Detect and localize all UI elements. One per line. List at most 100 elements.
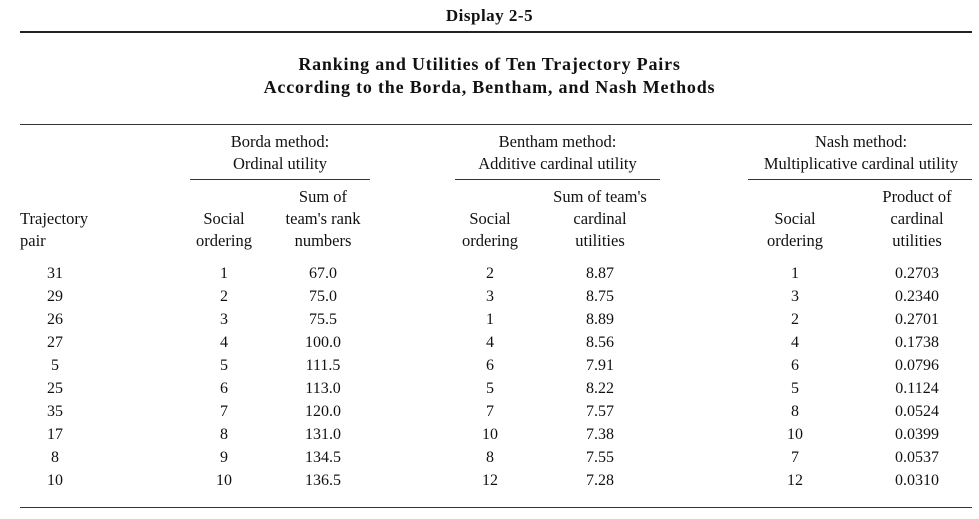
cell-bentham-sum: 7.57 xyxy=(586,403,614,420)
cell-borda-sum: 131.0 xyxy=(305,426,341,443)
cell-pair: 25 xyxy=(47,380,63,397)
table-row: 35 7 120.0 7 7.57 8 0.0524 xyxy=(0,400,979,423)
cell-nash-order: 6 xyxy=(791,357,799,374)
col-header-nash-product: Product of cardinal utilities xyxy=(862,186,972,252)
nash-group-line1: Nash method: xyxy=(814,132,908,151)
table-row: 17 8 131.0 10 7.38 10 0.0399 xyxy=(0,423,979,446)
cell-borda-order: 7 xyxy=(220,403,228,420)
table-row: 10 10 136.5 12 7.28 12 0.0310 xyxy=(0,469,979,492)
cell-bentham-order: 3 xyxy=(486,288,494,305)
col-header-bentham-sum-line2: cardinal xyxy=(573,209,627,228)
cell-nash-order: 10 xyxy=(787,426,803,443)
cell-borda-order: 9 xyxy=(220,449,228,466)
cell-nash-order: 5 xyxy=(791,380,799,397)
cell-nash-order: 8 xyxy=(791,403,799,420)
col-header-pair-line2: pair xyxy=(20,231,46,250)
cell-nash-prod: 0.1124 xyxy=(895,380,939,397)
col-header-nash-ordering-line2: ordering xyxy=(767,231,823,250)
cell-bentham-order: 1 xyxy=(486,311,494,328)
cell-borda-sum: 136.5 xyxy=(305,472,341,489)
borda-group-line2: Ordinal utility xyxy=(233,154,327,173)
cell-borda-order: 4 xyxy=(220,334,228,351)
cell-nash-prod: 0.0524 xyxy=(895,403,939,420)
borda-group-header: Borda method: Ordinal utility xyxy=(190,131,370,175)
table-row: 31 1 67.0 2 8.87 1 0.2703 xyxy=(0,262,979,285)
cell-bentham-sum: 7.28 xyxy=(586,472,614,489)
cell-borda-sum: 67.0 xyxy=(309,265,337,282)
cell-bentham-sum: 8.22 xyxy=(586,380,614,397)
cell-bentham-order: 4 xyxy=(486,334,494,351)
borda-group-underline xyxy=(190,179,370,180)
col-header-bentham-sum-line1: Sum of team's xyxy=(553,187,647,206)
cell-pair: 35 xyxy=(47,403,63,420)
bottom-rule xyxy=(20,507,972,508)
col-header-bentham-ordering: Social ordering xyxy=(448,208,532,252)
bentham-group-line2: Additive cardinal utility xyxy=(478,154,637,173)
cell-borda-order: 10 xyxy=(216,472,232,489)
col-header-trajectory-pair: Trajectory pair xyxy=(20,208,130,252)
cell-nash-prod: 0.1738 xyxy=(895,334,939,351)
cell-borda-sum: 113.0 xyxy=(305,380,341,397)
cell-pair: 8 xyxy=(51,449,59,466)
borda-group-line1: Borda method: xyxy=(230,132,330,151)
cell-bentham-order: 6 xyxy=(486,357,494,374)
col-header-borda-sum-line1: Sum of xyxy=(298,187,348,206)
cell-nash-prod: 0.0796 xyxy=(895,357,939,374)
cell-bentham-sum: 8.89 xyxy=(586,311,614,328)
col-header-borda-ordering-line1: Social xyxy=(203,209,245,228)
cell-borda-sum: 111.5 xyxy=(305,357,341,374)
col-header-borda-sum-line3: numbers xyxy=(294,231,352,250)
table-title-line1: Ranking and Utilities of Ten Trajectory … xyxy=(298,54,681,74)
cell-borda-order: 1 xyxy=(220,265,228,282)
cell-borda-sum: 75.5 xyxy=(309,311,337,328)
cell-bentham-order: 5 xyxy=(486,380,494,397)
cell-nash-order: 3 xyxy=(791,288,799,305)
nash-group-line2: Multiplicative cardinal utility xyxy=(763,154,959,173)
cell-borda-order: 8 xyxy=(220,426,228,443)
col-header-nash-product-line1: Product of xyxy=(882,187,952,206)
cell-bentham-order: 10 xyxy=(482,426,498,443)
display-label: Display 2-5 xyxy=(445,6,534,25)
bentham-group-line1: Bentham method: xyxy=(498,132,617,151)
table-row: 8 9 134.5 8 7.55 7 0.0537 xyxy=(0,446,979,469)
top-rule xyxy=(20,31,972,33)
col-header-bentham-sum: Sum of team's cardinal utilities xyxy=(535,186,665,252)
table-row: 27 4 100.0 4 8.56 4 0.1738 xyxy=(0,331,979,354)
cell-borda-order: 5 xyxy=(220,357,228,374)
col-header-bentham-ordering-line1: Social xyxy=(469,209,511,228)
cell-nash-order: 4 xyxy=(791,334,799,351)
cell-pair: 5 xyxy=(51,357,59,374)
cell-borda-sum: 100.0 xyxy=(305,334,341,351)
col-header-borda-sum-line2: team's rank xyxy=(285,209,361,228)
cell-nash-order: 12 xyxy=(787,472,803,489)
cell-pair: 17 xyxy=(47,426,63,443)
table-row: 26 3 75.5 1 8.89 2 0.2701 xyxy=(0,308,979,331)
cell-borda-sum: 75.0 xyxy=(309,288,337,305)
cell-borda-order: 2 xyxy=(220,288,228,305)
cell-bentham-sum: 7.91 xyxy=(586,357,614,374)
cell-bentham-sum: 8.56 xyxy=(586,334,614,351)
bentham-group-underline xyxy=(455,179,660,180)
col-header-nash-product-line2: cardinal xyxy=(890,209,944,228)
cell-bentham-order: 12 xyxy=(482,472,498,489)
nash-group-header: Nash method: Multiplicative cardinal uti… xyxy=(745,131,977,175)
cell-nash-prod: 0.2701 xyxy=(895,311,939,328)
col-header-bentham-sum-line3: utilities xyxy=(575,231,625,250)
col-header-bentham-ordering-line2: ordering xyxy=(462,231,518,250)
col-header-nash-ordering-line1: Social xyxy=(774,209,816,228)
col-header-nash-ordering: Social ordering xyxy=(750,208,840,252)
cell-nash-prod: 0.0310 xyxy=(895,472,939,489)
cell-pair: 29 xyxy=(47,288,63,305)
table-row: 25 6 113.0 5 8.22 5 0.1124 xyxy=(0,377,979,400)
cell-pair: 26 xyxy=(47,311,63,328)
cell-nash-prod: 0.0399 xyxy=(895,426,939,443)
cell-nash-order: 2 xyxy=(791,311,799,328)
table-row: 5 5 111.5 6 7.91 6 0.0796 xyxy=(0,354,979,377)
cell-borda-order: 3 xyxy=(220,311,228,328)
cell-nash-order: 1 xyxy=(791,265,799,282)
col-header-borda-ordering-line2: ordering xyxy=(196,231,252,250)
col-header-borda-sum: Sum of team's rank numbers xyxy=(268,186,378,252)
cell-nash-prod: 0.0537 xyxy=(895,449,939,466)
col-header-nash-product-line3: utilities xyxy=(892,231,942,250)
cell-bentham-order: 2 xyxy=(486,265,494,282)
